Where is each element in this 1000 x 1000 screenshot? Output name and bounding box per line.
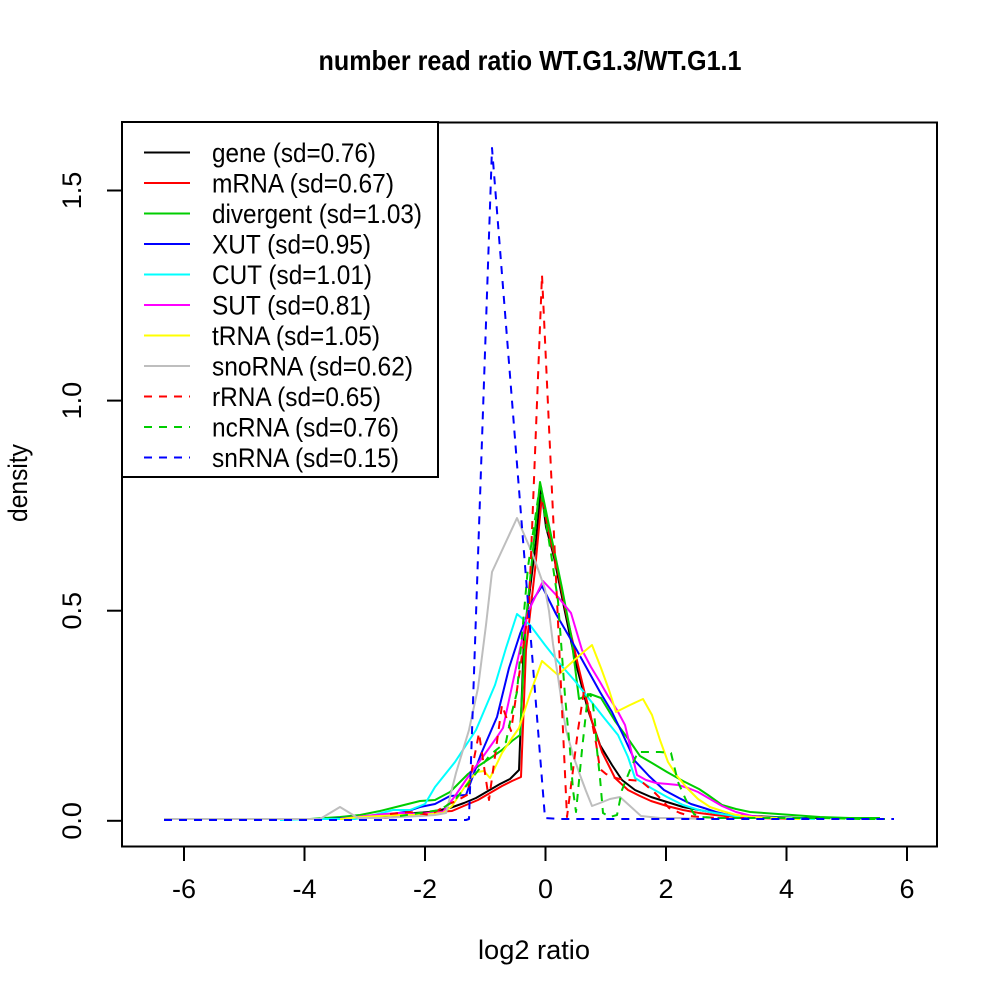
svg-text:1.5: 1.5 bbox=[57, 172, 87, 210]
svg-text:SUT (sd=0.81): SUT (sd=0.81) bbox=[212, 291, 371, 321]
svg-text:number read ratio WT.G1.3/WT.G: number read ratio WT.G1.3/WT.G1.1 bbox=[319, 45, 742, 76]
svg-text:rRNA (sd=0.65): rRNA (sd=0.65) bbox=[212, 382, 381, 412]
svg-text:0.0: 0.0 bbox=[57, 802, 87, 840]
svg-text:-6: -6 bbox=[172, 874, 196, 904]
svg-text:gene (sd=0.76): gene (sd=0.76) bbox=[212, 138, 376, 168]
svg-text:-2: -2 bbox=[413, 874, 437, 904]
svg-text:tRNA (sd=1.05): tRNA (sd=1.05) bbox=[212, 321, 380, 351]
svg-text:6: 6 bbox=[899, 874, 914, 904]
svg-text:0.5: 0.5 bbox=[57, 592, 87, 630]
svg-text:4: 4 bbox=[779, 874, 794, 904]
svg-text:mRNA (sd=0.67): mRNA (sd=0.67) bbox=[212, 169, 394, 199]
svg-text:divergent (sd=1.03): divergent (sd=1.03) bbox=[212, 199, 422, 229]
svg-text:snRNA (sd=0.15): snRNA (sd=0.15) bbox=[212, 443, 399, 473]
svg-text:2: 2 bbox=[658, 874, 673, 904]
svg-text:ncRNA (sd=0.76): ncRNA (sd=0.76) bbox=[212, 413, 399, 443]
svg-text:XUT (sd=0.95): XUT (sd=0.95) bbox=[212, 230, 371, 260]
svg-text:-4: -4 bbox=[292, 874, 316, 904]
svg-text:0: 0 bbox=[538, 874, 553, 904]
svg-text:density: density bbox=[3, 444, 33, 522]
svg-text:log2 ratio: log2 ratio bbox=[478, 935, 590, 965]
svg-text:CUT (sd=1.01): CUT (sd=1.01) bbox=[212, 260, 372, 290]
svg-text:snoRNA (sd=0.62): snoRNA (sd=0.62) bbox=[212, 352, 413, 382]
svg-text:1.0: 1.0 bbox=[57, 382, 87, 420]
